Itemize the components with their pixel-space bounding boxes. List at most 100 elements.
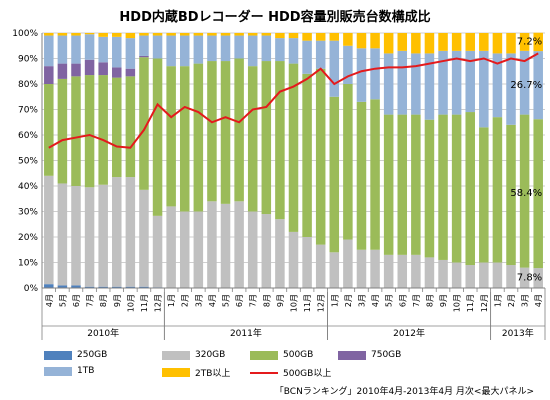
axis-layer: 0% 10% 20% 30% 40% 50% 60% 70% 80% 90% 100% 4月 5月 6月 7… [12,29,546,340]
bar-segment [84,286,95,288]
bar-segment [112,177,122,287]
bar-segment [234,35,244,59]
bar-segment [261,214,272,288]
bar-segment [152,58,163,216]
legend-label: 750GB [371,350,402,360]
bar-segment [275,61,285,220]
bar-segment [411,33,421,54]
bar-segment [179,35,190,67]
legend-swatch [250,371,278,374]
legend-item: 320GB [162,350,225,360]
bar-segment [84,75,95,188]
y-tick-label: 90% [18,55,38,65]
x-tick-label: 1月 [167,294,176,307]
line-500gb-plus [48,52,539,149]
annotation-label: 58.4% [510,188,542,199]
legend-item: 250GB [44,350,107,360]
x-tick-label: 2月 [344,294,353,307]
bar-segment [479,262,489,288]
bar-segment [234,58,244,202]
bar-segment [315,68,326,245]
legend-item: 750GB [338,350,401,360]
bar-segment [84,33,95,35]
x-tick-label: 4月 [534,294,543,307]
bar-segment [44,66,54,84]
bar-segment [479,50,489,128]
bar-segment [492,33,503,54]
bar-segment [57,33,68,36]
bar-segment [247,33,258,36]
bar-segment [139,35,149,56]
bar-segment [261,33,272,36]
y-tick-label: 40% [18,182,38,192]
bar-segment [315,244,326,288]
bar-segment [397,254,408,288]
bar-segment [519,114,530,268]
annotation-label: 7.2% [517,36,542,47]
x-tick-label: 4月 [371,294,380,307]
bar-segment [479,127,489,263]
y-tick-label: 50% [18,157,38,167]
bar-segment [383,114,394,255]
bar-segment [44,35,54,67]
bar-segment [465,33,475,51]
bar-segment [57,183,68,286]
bar-segment [397,50,408,115]
bar-segment [438,114,448,260]
legend-label: 320GB [195,350,226,360]
bar-segment [288,38,299,64]
legend-swatch [44,366,72,376]
bar-segment [397,114,408,255]
bar-segment [112,36,122,68]
bar-segment [288,33,299,39]
bar-segment [125,76,136,178]
bar-segment [44,175,54,285]
bar-segment [207,201,217,288]
bar-segment [370,249,380,288]
y-tick-label: 100% [12,29,38,39]
bar-segment [207,35,217,62]
x-tick-label: 8月 [262,294,271,307]
bar-segment [424,33,435,54]
bar-segment [179,66,190,212]
x-tick-label: 11月 [140,294,149,312]
bar-segment [207,33,217,36]
bar-segment [329,40,340,97]
legend-swatch [162,368,190,377]
bar-segment [451,114,462,263]
bar-segment [193,35,204,64]
bar-segment [125,286,136,288]
bar-segment [356,48,367,102]
bar-segment [139,57,149,190]
y-tick-label: 10% [18,259,38,269]
bar-segment [112,67,122,78]
year-label: 2012年 [393,327,425,339]
legend-item: 2TB以上 [162,366,230,379]
bar-segment [220,35,231,62]
bar-segment [302,40,312,74]
x-tick-label: 3月 [521,294,530,307]
bar-segment [44,284,54,288]
y-tick-label: 20% [18,233,38,243]
bar-segment [533,268,543,288]
bar-segment [451,50,462,115]
x-tick-label: 2月 [181,294,190,307]
year-label: 2010年 [87,327,119,339]
bar-segment [139,286,149,288]
bar-segment [71,35,81,64]
bar-segment [329,252,340,288]
bar-segment [125,68,136,77]
bar-segment [166,66,176,207]
bar-segment [451,262,462,288]
bar-segment [247,66,258,212]
bar-segment [247,35,258,67]
bar-segment [234,33,244,36]
bar-segment [139,33,149,36]
bar-segment [166,35,176,67]
bar-segment [492,262,503,288]
bar-segment [438,259,448,288]
bar-segment [57,78,68,184]
bar-segment [383,254,394,288]
year-label: 2011年 [230,327,262,339]
y-tick-label: 30% [18,208,38,218]
